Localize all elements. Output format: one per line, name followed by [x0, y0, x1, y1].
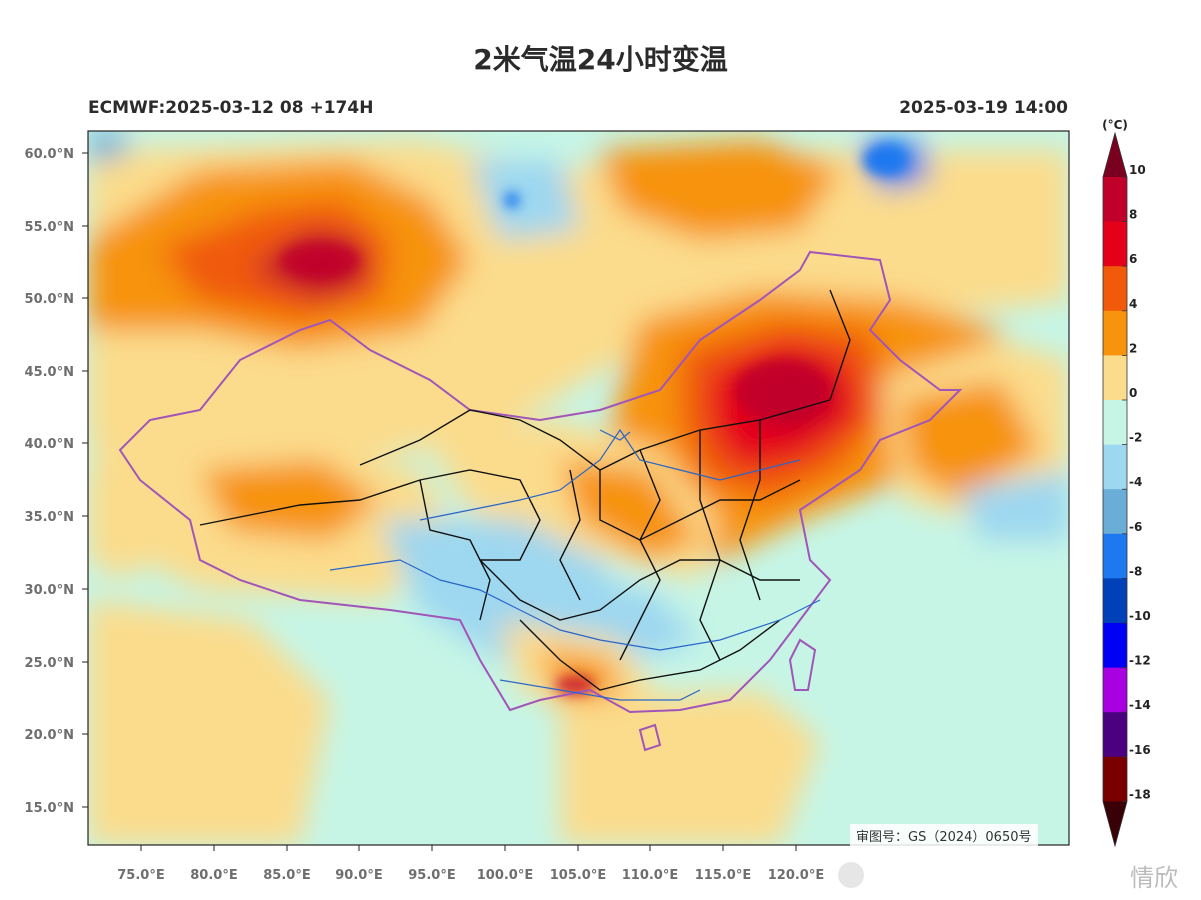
colorbar-label: -18	[1129, 787, 1151, 801]
lon-tick-label: 85.0°E	[263, 868, 310, 883]
colorbar-segment	[1103, 623, 1127, 669]
lat-tick-label: 60.0°N	[25, 147, 74, 162]
valid-time-label: 2025-03-19 14:00	[899, 98, 1068, 118]
colorbar-label: -14	[1129, 698, 1151, 712]
colorbar-label: 0	[1129, 386, 1137, 400]
hainan-outline	[638, 723, 662, 752]
lat-tick-label: 45.0°N	[25, 365, 74, 380]
colorbar-label: -10	[1129, 609, 1151, 623]
lat-tick-label: 20.0°N	[25, 728, 74, 743]
lat-tick-label: 15.0°N	[25, 801, 74, 816]
lat-tick-label: 35.0°N	[25, 510, 74, 525]
lon-tick-label: 90.0°E	[335, 868, 382, 883]
lon-tick-label: 105.0°E	[550, 868, 607, 883]
colorbar-segment	[1103, 221, 1127, 267]
colorbar-label: 10	[1129, 163, 1146, 177]
colorbar-segment	[1103, 310, 1127, 356]
latitude-axis: 60.0°N 55.0°N 50.0°N 45.0°N 40.0°N 35.0°…	[25, 147, 74, 816]
colorbar-segment	[1103, 578, 1127, 624]
colorbar-label: -4	[1129, 475, 1142, 489]
colorbar-unit: (°C)	[1102, 118, 1128, 132]
model-run-label: ECMWF:2025-03-12 08 +174H	[88, 98, 374, 118]
lon-tick-label: 110.0°E	[622, 868, 679, 883]
colorbar: 10 8 6 4 2 0 -2 -4 -6 -8 -10 -12 -14 -16 -18	[1102, 131, 1151, 848]
colorbar-label: 2	[1129, 341, 1137, 355]
lon-tick-label: 95.0°E	[408, 868, 455, 883]
colorbar-top-arrow	[1103, 133, 1127, 177]
colorbar-label: -6	[1129, 520, 1142, 534]
colorbar-label: 6	[1129, 252, 1137, 266]
chart-title: 2米气温24小时变温	[473, 43, 728, 76]
colorbar-segment	[1103, 756, 1127, 802]
china-border	[118, 250, 963, 714]
map-area	[88, 131, 1069, 845]
lon-tick-label: 100.0°E	[477, 868, 534, 883]
colorbar-segment	[1103, 712, 1127, 758]
colorbar-label: 8	[1129, 208, 1137, 222]
colorbar-segment	[1103, 533, 1127, 579]
colorbar-label: 4	[1129, 297, 1137, 311]
temperature-detail	[280, 144, 907, 695]
lat-tick-label: 30.0°N	[25, 583, 74, 598]
lat-tick-label: 25.0°N	[25, 656, 74, 671]
colorbar-label: -8	[1129, 564, 1142, 578]
longitude-tick-marks	[140, 845, 797, 851]
taiwan-outline	[788, 638, 817, 691]
lon-tick-label: 80.0°E	[190, 868, 237, 883]
colorbar-segment	[1103, 667, 1127, 713]
lat-tick-label: 40.0°N	[25, 437, 74, 452]
map-approval-number: 审图号：GS（2024）0650号	[850, 824, 1038, 847]
colorbar-label: -12	[1129, 654, 1151, 668]
watermark-text: 情欣	[1130, 864, 1178, 892]
colorbar-segment	[1103, 400, 1127, 446]
colorbar-segment	[1103, 266, 1127, 312]
colorbar-segment	[1103, 444, 1127, 490]
lon-tick-label: 115.0°E	[695, 868, 752, 883]
colorbar-label: -16	[1129, 743, 1151, 757]
colorbar-bottom-arrow	[1103, 801, 1127, 846]
latitude-tick-marks	[82, 152, 88, 808]
colorbar-segment	[1103, 355, 1127, 401]
longitude-axis: 75.0°E 80.0°E 85.0°E 90.0°E 95.0°E 100.0…	[117, 868, 824, 883]
lon-tick-label: 75.0°E	[117, 868, 164, 883]
lon-tick-label: 120.0°E	[768, 868, 825, 883]
rivers	[329, 428, 821, 701]
weibo-logo-icon	[838, 862, 864, 888]
lat-tick-label: 50.0°N	[25, 292, 74, 307]
lat-tick-label: 55.0°N	[25, 220, 74, 235]
colorbar-label: -2	[1129, 431, 1142, 445]
colorbar-segment	[1103, 489, 1127, 535]
colorbar-segment	[1103, 177, 1127, 223]
